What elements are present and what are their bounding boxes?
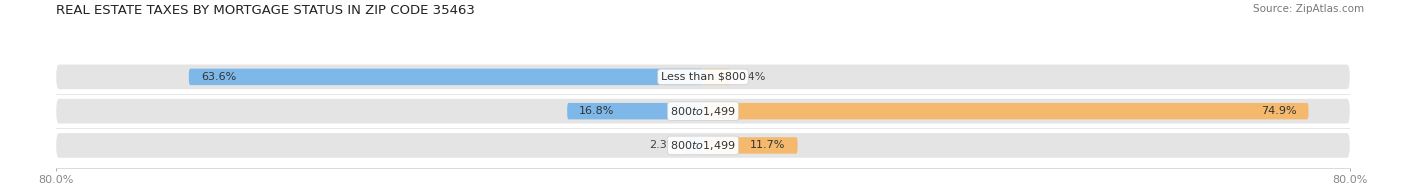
Text: 2.3%: 2.3% [650,140,678,150]
FancyBboxPatch shape [56,65,1350,89]
Text: 74.9%: 74.9% [1261,106,1296,116]
Text: 16.8%: 16.8% [579,106,614,116]
FancyBboxPatch shape [703,69,731,85]
FancyBboxPatch shape [703,137,797,154]
Text: Less than $800: Less than $800 [661,72,745,82]
Text: 11.7%: 11.7% [749,140,786,150]
FancyBboxPatch shape [56,133,1350,158]
Text: $800 to $1,499: $800 to $1,499 [671,105,735,118]
Text: REAL ESTATE TAXES BY MORTGAGE STATUS IN ZIP CODE 35463: REAL ESTATE TAXES BY MORTGAGE STATUS IN … [56,4,475,17]
Text: Source: ZipAtlas.com: Source: ZipAtlas.com [1253,4,1364,14]
FancyBboxPatch shape [567,103,703,119]
FancyBboxPatch shape [188,69,703,85]
Text: $800 to $1,499: $800 to $1,499 [671,139,735,152]
FancyBboxPatch shape [703,103,1309,119]
Text: 63.6%: 63.6% [201,72,236,82]
FancyBboxPatch shape [56,99,1350,123]
FancyBboxPatch shape [685,137,703,154]
Text: 3.4%: 3.4% [737,72,765,82]
